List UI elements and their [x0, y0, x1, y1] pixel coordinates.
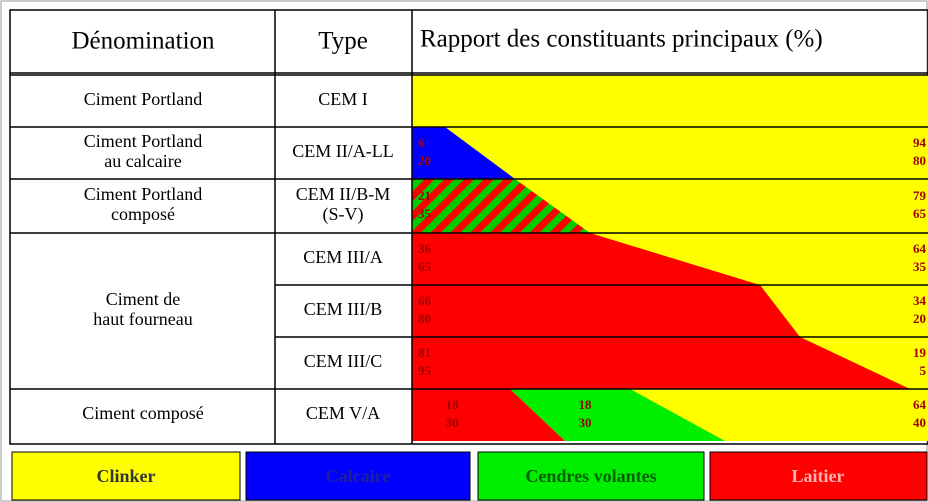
type-cell: CEM III/B	[304, 299, 383, 319]
right-value: 94	[913, 135, 927, 150]
name-cell: haut fourneau	[93, 309, 192, 329]
right-value: 5	[920, 363, 927, 378]
name-cell: au calcaire	[104, 151, 181, 171]
type-cell: CEM V/A	[306, 403, 380, 423]
name-cell: Ciment Portland	[84, 184, 203, 204]
header-name: Dénomination	[71, 28, 215, 55]
diagram	[412, 75, 928, 441]
type-cell: CEM II/B-M	[296, 184, 391, 204]
type-cell: (S-V)	[323, 204, 364, 225]
right-value: 20	[913, 311, 926, 326]
legend-box	[11, 451, 241, 501]
type-cell: CEM III/C	[304, 351, 383, 371]
name-cell: Ciment de	[106, 289, 181, 309]
header-ratio: Rapport des constituants principaux (%)	[420, 26, 823, 53]
middle-value: 18	[579, 397, 593, 412]
right-value: 65	[913, 206, 927, 221]
right-value: 80	[913, 153, 926, 168]
right-value: 64	[913, 397, 927, 412]
legend-label: Clinker	[96, 466, 155, 486]
left-value: 35	[418, 206, 432, 221]
left-value: 30	[446, 415, 459, 430]
left-value: 66	[418, 293, 432, 308]
left-value: 18	[446, 397, 460, 412]
left-value: 65	[418, 259, 432, 274]
type-cell: CEM III/A	[303, 247, 383, 267]
laitier-area	[412, 233, 910, 389]
right-value: 34	[913, 293, 927, 308]
right-value: 19	[913, 345, 927, 360]
name-cell: Ciment Portland	[84, 89, 203, 109]
left-value: 20	[418, 153, 431, 168]
right-value: 40	[913, 415, 926, 430]
middle-value: 30	[579, 415, 592, 430]
legend-box	[477, 451, 705, 501]
legend-label: Laitier	[792, 466, 845, 486]
legend-box	[709, 451, 928, 501]
laitier-area	[412, 389, 565, 441]
left-value: 36	[418, 241, 432, 256]
header-type: Type	[318, 28, 368, 55]
type-cell: CEM II/A-LL	[292, 141, 393, 161]
calcaire-area	[412, 127, 515, 179]
right-value: 79	[913, 188, 927, 203]
legend-label: Calcaire	[326, 466, 391, 486]
name-cell: composé	[111, 204, 175, 224]
type-cell: CEM I	[318, 89, 368, 109]
grid	[10, 10, 928, 444]
legend-label: Cendres volantes	[525, 466, 656, 486]
legend-box	[245, 451, 471, 501]
right-value: 64	[913, 241, 927, 256]
left-value: 21	[418, 188, 431, 203]
left-value: 81	[418, 345, 431, 360]
left-value: 95	[418, 363, 432, 378]
left-value: 6	[418, 135, 425, 150]
mixed-area	[412, 179, 590, 233]
name-cell: Ciment Portland	[84, 131, 203, 151]
cendres-area	[510, 389, 725, 441]
left-value: 80	[418, 311, 431, 326]
right-value: 35	[913, 259, 927, 274]
name-cell: Ciment composé	[82, 403, 203, 423]
table-border	[9, 9, 928, 445]
